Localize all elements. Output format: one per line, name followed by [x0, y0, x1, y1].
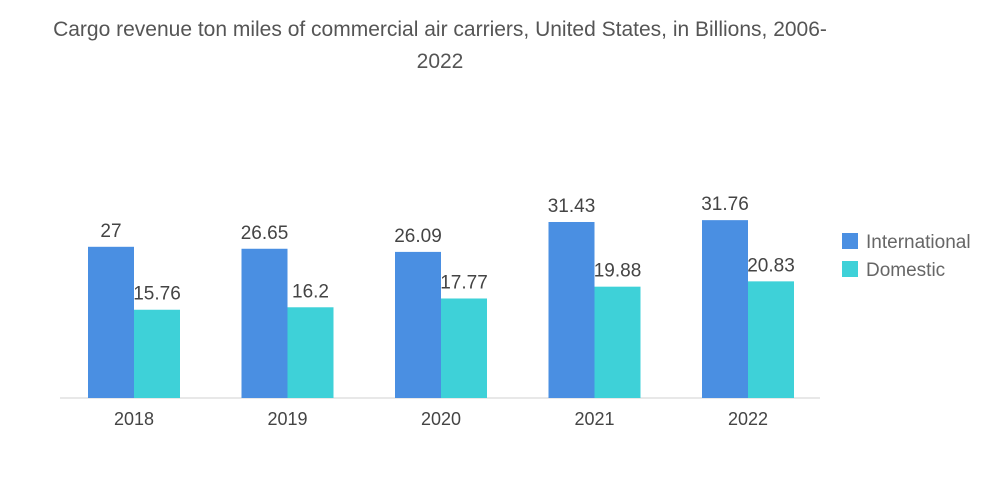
- bar-international-2020: [395, 251, 441, 398]
- value-label-international-2021: 31.43: [548, 196, 596, 217]
- value-label-domestic-2021: 19.88: [594, 261, 642, 282]
- legend-swatch-international: [842, 233, 858, 249]
- value-label-international-2019: 26.65: [241, 223, 289, 244]
- legend-label-domestic: Domestic: [866, 260, 945, 281]
- x-tick-label-2022: 2022: [728, 409, 768, 429]
- x-tick-labels-layer: 2018 2019 2020 2021 2022: [114, 409, 768, 429]
- bars-layer: [88, 220, 794, 398]
- value-label-domestic-2018: 15.76: [133, 284, 181, 305]
- x-tick-label-2020: 2020: [421, 409, 461, 429]
- bar-international-2021: [548, 221, 595, 398]
- bar-domestic-2021: [594, 286, 641, 398]
- bar-international-2022: [702, 220, 748, 398]
- legend: International Domestic: [842, 232, 971, 281]
- bar-domestic-2020: [441, 298, 487, 398]
- x-tick-label-2019: 2019: [267, 409, 307, 429]
- chart-title: Cargo revenue ton miles of commercial ai…: [53, 18, 827, 73]
- value-label-international-2020: 26.09: [394, 226, 442, 247]
- value-label-domestic-2019: 16.2: [292, 281, 329, 302]
- value-label-domestic-2022: 20.83: [747, 255, 795, 276]
- legend-swatch-domestic: [842, 261, 858, 277]
- bar-domestic-2019: [287, 307, 334, 398]
- value-label-international-2022: 31.76: [701, 194, 749, 215]
- value-labels-layer: 27 15.76 26.65 16.2 26.09 17.77 31.43 19.88 31.7…: [100, 194, 794, 305]
- legend-label-international: International: [866, 232, 971, 253]
- bar-international-2019: [241, 248, 288, 398]
- bar-international-2018: [88, 246, 134, 398]
- x-tick-label-2018: 2018: [114, 409, 154, 429]
- x-tick-label-2021: 2021: [574, 409, 614, 429]
- value-label-international-2018: 27: [100, 221, 121, 242]
- bar-domestic-2018: [134, 309, 180, 398]
- bar-domestic-2022: [748, 281, 794, 398]
- value-label-domestic-2020: 17.77: [440, 272, 488, 293]
